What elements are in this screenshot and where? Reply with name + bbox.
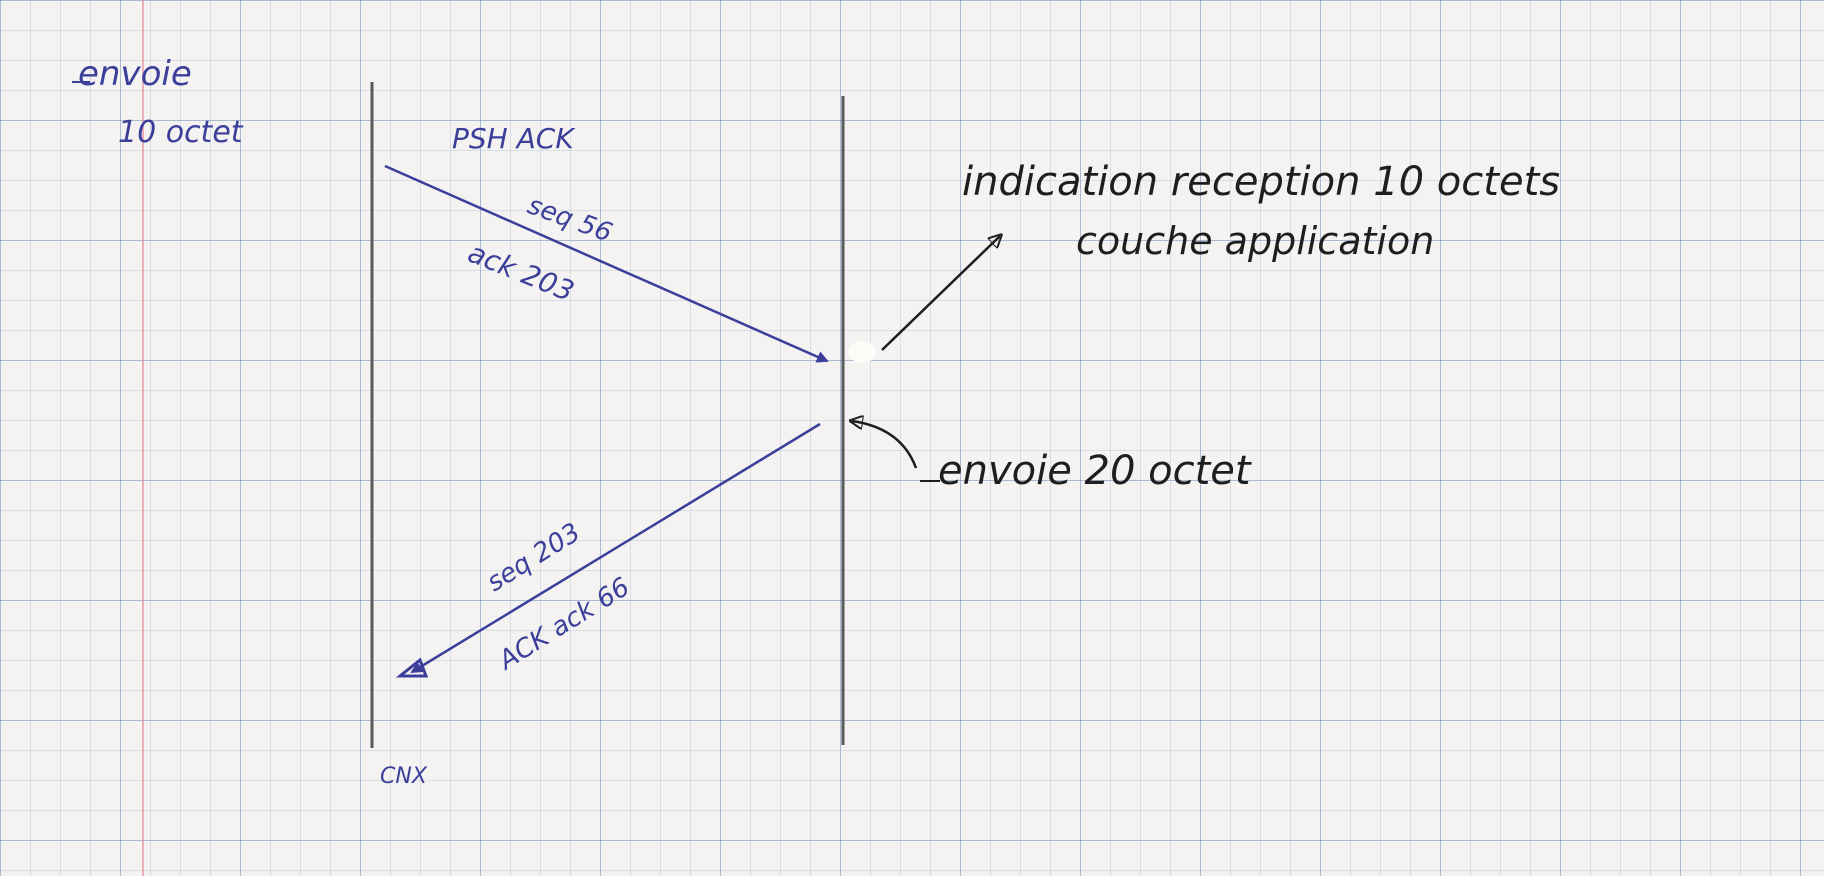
forward-seq-label: seq 56 bbox=[524, 190, 616, 248]
send-note-arrow bbox=[852, 421, 918, 469]
forward-ack-label: ack 203 bbox=[463, 236, 578, 308]
return-seq-label: seq 203 bbox=[482, 517, 586, 598]
return-segment-arrow bbox=[410, 422, 821, 674]
indication-label: indication reception 10 octets bbox=[962, 159, 1560, 205]
return-arrow-head-outline bbox=[395, 657, 429, 678]
notebook-margin-line bbox=[142, 0, 144, 876]
sender-note-line1: envoie bbox=[78, 54, 192, 94]
connection-label: CNX bbox=[380, 764, 428, 789]
forward-flags-label: PSH ACK bbox=[452, 122, 576, 155]
forward-segment-arrow bbox=[384, 164, 829, 363]
receiver-event-mark bbox=[848, 341, 876, 363]
application-layer-label: couche application bbox=[1076, 219, 1434, 263]
indication-arrow bbox=[881, 236, 1000, 351]
sender-note-line2: 10 octet bbox=[118, 115, 244, 150]
send-note-label: envoie 20 octet bbox=[938, 448, 1252, 494]
